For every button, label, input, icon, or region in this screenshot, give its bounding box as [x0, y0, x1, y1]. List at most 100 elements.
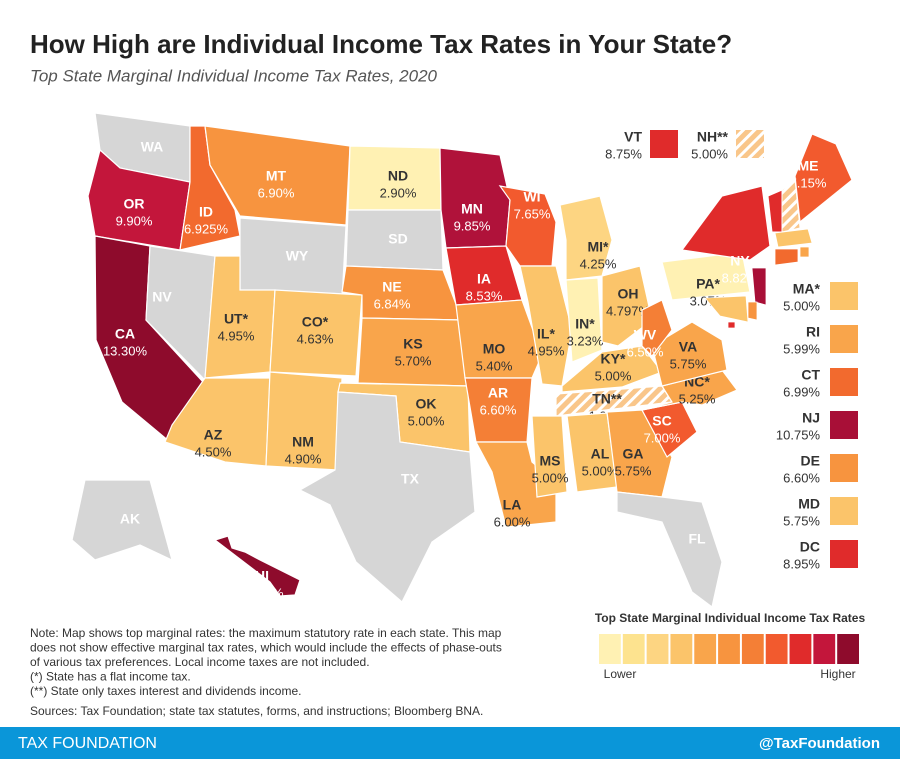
- state-hatch: [782, 180, 800, 232]
- side-label: MD: [798, 496, 820, 512]
- side-swatch: [830, 282, 858, 310]
- state-label: WY: [286, 248, 309, 264]
- state-label: UT*: [224, 311, 249, 327]
- state-label: CO*: [302, 314, 329, 330]
- side-rate: 5.75%: [783, 513, 820, 528]
- state-shape: [531, 415, 568, 498]
- state-label: AR: [488, 385, 508, 401]
- side-label: DE: [801, 453, 820, 469]
- state-rate: 5.00%: [595, 368, 632, 383]
- state-label: WI: [523, 189, 540, 205]
- state-rate: 4.50%: [195, 444, 232, 459]
- state-rate: 7.15%: [790, 175, 827, 190]
- state-label: ND: [388, 168, 408, 184]
- side-swatch: [830, 325, 858, 353]
- state-rate: 5.70%: [395, 353, 432, 368]
- state-shape: [601, 265, 653, 347]
- state-label: NE: [382, 279, 401, 295]
- state-rate: 6.60%: [480, 402, 517, 417]
- state-shape: [298, 391, 476, 603]
- state-rate: 5.75%: [670, 356, 707, 371]
- side-swatch: [830, 540, 858, 568]
- state-label: SC: [652, 413, 671, 429]
- state-rate: 6.00%: [494, 514, 531, 529]
- state-rate: 6.90%: [258, 185, 295, 200]
- state-label: TX: [401, 471, 420, 487]
- state-shape: [751, 267, 767, 306]
- state-rate: 8.53%: [466, 288, 503, 303]
- state-label: GA: [623, 446, 644, 462]
- side-label: DC: [800, 539, 820, 555]
- callout-label: NH**: [697, 129, 729, 145]
- subtitle: Top State Marginal Individual Income Tax…: [30, 66, 438, 85]
- state-rate: 7.65%: [514, 206, 551, 221]
- side-swatch: [830, 411, 858, 439]
- state-shape: [455, 299, 543, 379]
- state-rate: 6.50%: [627, 344, 664, 359]
- side-rate: 6.99%: [783, 384, 820, 399]
- side-rate: 10.75%: [776, 427, 821, 442]
- state-rate: 2.90%: [380, 185, 417, 200]
- state-rate: 5.00%: [532, 470, 569, 485]
- state-label: OR: [124, 196, 145, 212]
- map: WAOR9.90%CA13.30%NVID6.925%MT6.90%WYUT*4…: [71, 112, 853, 609]
- state-rate: 6.84%: [374, 296, 411, 311]
- state-shape: [213, 535, 301, 597]
- state-rate: 4.90%: [285, 451, 322, 466]
- state-label: NY: [730, 253, 750, 269]
- state-label: MT: [266, 168, 287, 184]
- notes: Note: Map shows top marginal rates: the …: [30, 626, 502, 698]
- state-rate: 13.30%: [103, 343, 148, 358]
- state-label: VA: [679, 339, 697, 355]
- state-rate: 4.25%: [580, 256, 617, 271]
- state-rate: 5.25%: [679, 391, 716, 406]
- side-label: CT: [801, 367, 820, 383]
- state-label: TN**: [592, 391, 622, 407]
- state-label: KY*: [601, 351, 626, 367]
- footer-right: @TaxFoundation: [759, 735, 880, 752]
- state-shape: [641, 369, 738, 411]
- state-label: AZ: [204, 427, 223, 443]
- state-label: ID: [199, 204, 213, 220]
- state-label: CA: [115, 326, 135, 342]
- state-rate: 9.90%: [116, 213, 153, 228]
- state-label: PA*: [696, 276, 720, 292]
- footer-bar: [0, 727, 900, 759]
- state-label: HI: [255, 568, 269, 584]
- state-shape: [204, 125, 351, 226]
- note-line: of various tax preferences. Local income…: [30, 655, 370, 669]
- state-shape: [794, 133, 853, 224]
- side-label: RI: [806, 324, 820, 340]
- state-label: MI*: [588, 239, 610, 255]
- state-rate: 4.95%: [528, 343, 565, 358]
- state-rate: 11.00%: [240, 585, 284, 600]
- state-shape: [71, 479, 173, 562]
- state-rate: 7.00%: [644, 430, 681, 445]
- note-line: does not show effective marginal tax rat…: [30, 641, 502, 655]
- callout-label: VT: [624, 129, 642, 145]
- legend-title: Top State Marginal Individual Income Tax…: [595, 611, 866, 625]
- state-shape: [616, 491, 723, 609]
- state-shape: [727, 321, 736, 329]
- side-rate: 5.00%: [783, 298, 820, 313]
- state-label: IN*: [575, 316, 595, 332]
- state-hatch: [556, 386, 672, 416]
- legend-swatch: [813, 634, 836, 664]
- legend-swatch: [670, 634, 693, 664]
- callout-swatch: [650, 130, 678, 158]
- state-label: IA: [477, 271, 491, 287]
- side-rate: 8.95%: [783, 556, 820, 571]
- legend-swatch: [694, 634, 717, 664]
- state-rate: 5.75%: [615, 463, 652, 478]
- legend-low: Lower: [604, 667, 637, 681]
- note-line: (*) State has a flat income tax.: [30, 670, 191, 684]
- state-rate: 4.63%: [297, 331, 334, 346]
- state-shape: [774, 248, 799, 266]
- state-rate: 9.85%: [454, 218, 491, 233]
- state-label: FL: [688, 531, 706, 547]
- state-rate: 5.00%: [408, 413, 445, 428]
- state-rate: 8.82%: [722, 270, 759, 285]
- legend-swatch: [599, 634, 621, 664]
- state-label: NV: [152, 289, 172, 305]
